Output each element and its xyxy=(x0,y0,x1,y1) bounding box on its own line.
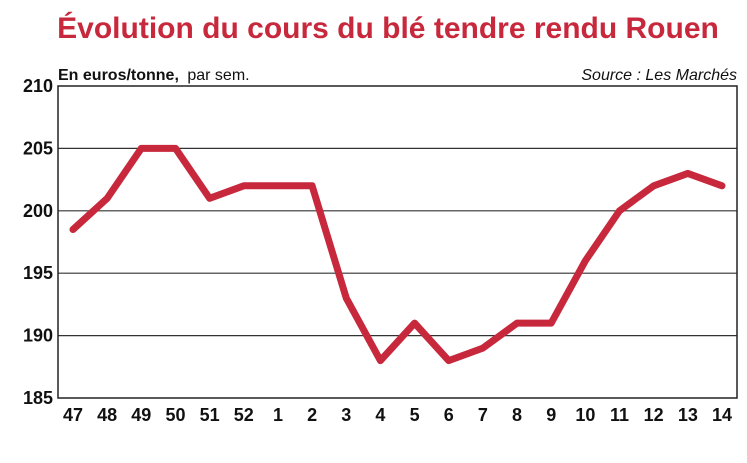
data-point xyxy=(718,182,726,190)
data-point xyxy=(582,257,589,264)
y-tick-label: 205 xyxy=(23,138,53,158)
x-tick-label: 3 xyxy=(341,405,351,425)
y-tick-label: 210 xyxy=(23,76,53,96)
x-tick-label: 6 xyxy=(444,405,454,425)
series-group xyxy=(69,144,726,365)
x-tick-label: 47 xyxy=(63,405,83,425)
y-axis-ticks: 210 205 200 195 190 185 xyxy=(23,76,53,408)
x-tick-label: 14 xyxy=(712,405,732,425)
chart-title: Évolution du cours du blé tendre rendu R… xyxy=(57,11,719,45)
x-tick-label: 51 xyxy=(200,405,220,425)
x-tick-label: 5 xyxy=(410,405,420,425)
data-point xyxy=(513,319,521,327)
data-point xyxy=(650,182,657,190)
x-tick-label: 12 xyxy=(644,405,664,425)
y-tick-label: 200 xyxy=(23,201,53,221)
x-tick-label: 9 xyxy=(546,405,556,425)
data-point xyxy=(616,207,623,214)
x-axis-ticks: 47 48 49 50 51 52 1 2 3 4 5 6 7 8 9 10 11 12 13 14 xyxy=(63,405,732,425)
data-point xyxy=(548,319,555,327)
data-point xyxy=(479,344,487,352)
x-tick-label: 11 xyxy=(610,405,629,425)
x-tick-label: 49 xyxy=(131,405,151,425)
data-point xyxy=(411,319,418,327)
plot-frame xyxy=(57,85,738,399)
y-tick-label: 185 xyxy=(23,388,53,408)
data-point xyxy=(445,357,452,364)
x-tick-label: 48 xyxy=(97,405,117,425)
x-tick-label: 52 xyxy=(234,405,254,425)
unit-label-suffix: par sem. xyxy=(187,67,249,84)
data-point xyxy=(206,195,213,202)
y-tick-label: 190 xyxy=(23,326,53,346)
data-point xyxy=(308,182,316,190)
data-point xyxy=(274,182,282,190)
x-tick-label: 13 xyxy=(678,405,698,425)
data-point xyxy=(103,195,111,202)
data-point xyxy=(172,145,179,152)
y-tick-label: 195 xyxy=(23,263,53,283)
data-point xyxy=(377,357,384,364)
source-label: Source : Les Marchés xyxy=(581,67,737,84)
data-point xyxy=(138,145,145,152)
unit-label: En euros/tonne, par sem. xyxy=(58,67,250,84)
data-point xyxy=(69,226,77,233)
gridlines xyxy=(58,147,737,337)
unit-label-bold: En euros/tonne, xyxy=(58,67,179,84)
x-tick-label: 10 xyxy=(575,405,595,425)
data-point xyxy=(684,170,692,177)
x-tick-label: 2 xyxy=(307,405,317,425)
x-tick-label: 4 xyxy=(375,405,385,425)
x-tick-label: 7 xyxy=(478,405,488,425)
x-tick-label: 50 xyxy=(165,405,185,425)
data-point xyxy=(343,294,350,302)
x-tick-label: 8 xyxy=(512,405,522,425)
data-point xyxy=(240,182,247,190)
series-line xyxy=(69,144,726,365)
x-tick-label: 1 xyxy=(273,405,283,425)
